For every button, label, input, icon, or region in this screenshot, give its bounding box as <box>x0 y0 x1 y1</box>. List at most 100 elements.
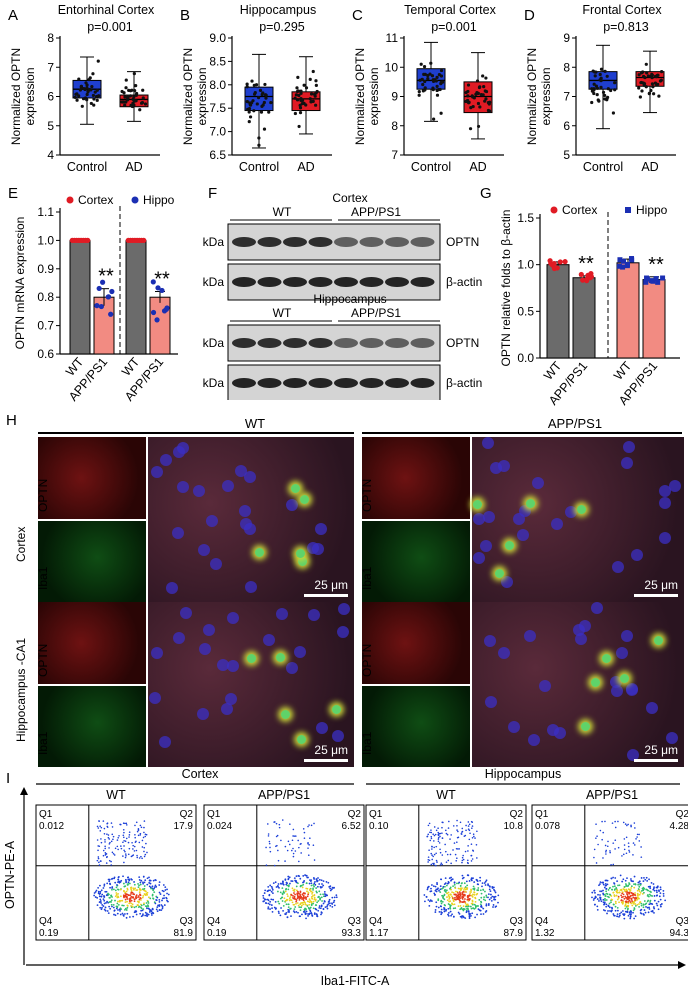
data-point <box>141 88 145 92</box>
event-dot <box>134 833 136 836</box>
event-dot <box>447 911 450 914</box>
event-dot <box>622 913 625 915</box>
data-point <box>595 86 599 90</box>
nucleus <box>332 729 345 742</box>
event-dot <box>448 820 450 823</box>
event-dot <box>439 832 442 835</box>
event-dot <box>125 881 127 884</box>
event-dot <box>311 897 313 900</box>
channel-label-optn: OPTN <box>36 478 50 512</box>
event-dot <box>125 854 127 857</box>
event-dot <box>448 896 451 899</box>
event-dot <box>634 915 637 918</box>
event-dot <box>107 834 110 836</box>
data-point <box>554 265 560 271</box>
protein-label: β-actin <box>446 376 482 390</box>
y-tick-label: 8 <box>563 60 570 74</box>
event-dot <box>424 900 426 903</box>
event-dot <box>285 911 288 914</box>
event-dot <box>144 879 147 882</box>
event-dot <box>125 880 127 883</box>
event-dot <box>462 901 465 903</box>
event-dot <box>655 886 658 889</box>
event-dot <box>129 886 132 889</box>
scale-bar <box>304 759 348 762</box>
nucleus <box>473 551 486 564</box>
nucleus <box>293 645 306 658</box>
event-dot <box>437 887 439 890</box>
event-dot <box>595 862 598 864</box>
event-dot <box>104 847 106 850</box>
data-point <box>599 67 604 71</box>
event-dot <box>632 900 635 903</box>
event-dot <box>605 905 608 908</box>
event-dot <box>451 913 453 916</box>
event-dot <box>281 819 284 821</box>
event-dot <box>312 844 315 846</box>
event-dot <box>292 896 294 899</box>
event-dot <box>641 892 644 895</box>
event-dot <box>605 849 608 852</box>
data-point <box>609 88 613 93</box>
nucleus <box>531 477 544 490</box>
event-dot <box>468 823 471 826</box>
event-dot <box>110 860 112 863</box>
event-dot <box>306 905 309 907</box>
event-dot <box>597 843 599 846</box>
event-dot <box>133 906 136 909</box>
event-dot <box>287 840 290 843</box>
event-dot <box>624 895 627 898</box>
event-dot <box>606 893 609 895</box>
event-dot <box>430 829 432 831</box>
blot-band <box>410 378 435 388</box>
event-dot <box>297 904 300 907</box>
event-dot <box>313 878 316 880</box>
data-point <box>123 103 127 107</box>
event-dot <box>644 911 647 914</box>
event-dot <box>143 850 145 853</box>
event-dot <box>139 906 142 909</box>
event-dot <box>298 846 300 849</box>
event-dot <box>476 892 479 895</box>
event-dot <box>615 894 618 897</box>
event-dot <box>612 876 614 879</box>
event-dot <box>153 891 156 894</box>
event-dot <box>332 901 335 904</box>
event-dot <box>302 897 305 900</box>
event-dot <box>161 899 163 902</box>
event-dot <box>605 879 608 882</box>
microglia <box>654 636 664 646</box>
event-dot <box>138 876 141 879</box>
event-dot <box>468 917 471 920</box>
event-dot <box>293 903 296 906</box>
event-dot <box>637 881 640 884</box>
y-tick-label: 8.5 <box>209 54 226 68</box>
data-point <box>98 303 104 310</box>
blot-band <box>410 237 435 247</box>
event-dot <box>293 908 296 911</box>
event-dot <box>106 822 108 825</box>
event-dot <box>607 904 610 907</box>
channel-label-iba1: Iba1 <box>36 731 50 755</box>
event-dot <box>294 835 297 837</box>
event-dot <box>291 880 294 883</box>
event-dot <box>605 851 607 853</box>
data-point <box>468 127 473 131</box>
event-dot <box>624 823 627 825</box>
data-point <box>417 89 421 94</box>
event-dot <box>272 892 274 895</box>
event-dot <box>313 898 316 901</box>
event-dot <box>608 902 611 905</box>
event-dot <box>269 889 272 892</box>
event-dot <box>96 904 99 907</box>
blot-band <box>257 237 282 247</box>
event-dot <box>100 841 103 844</box>
event-dot <box>128 879 131 882</box>
event-dot <box>135 894 138 897</box>
event-dot <box>161 907 164 910</box>
event-dot <box>598 900 600 902</box>
event-dot <box>299 877 302 880</box>
